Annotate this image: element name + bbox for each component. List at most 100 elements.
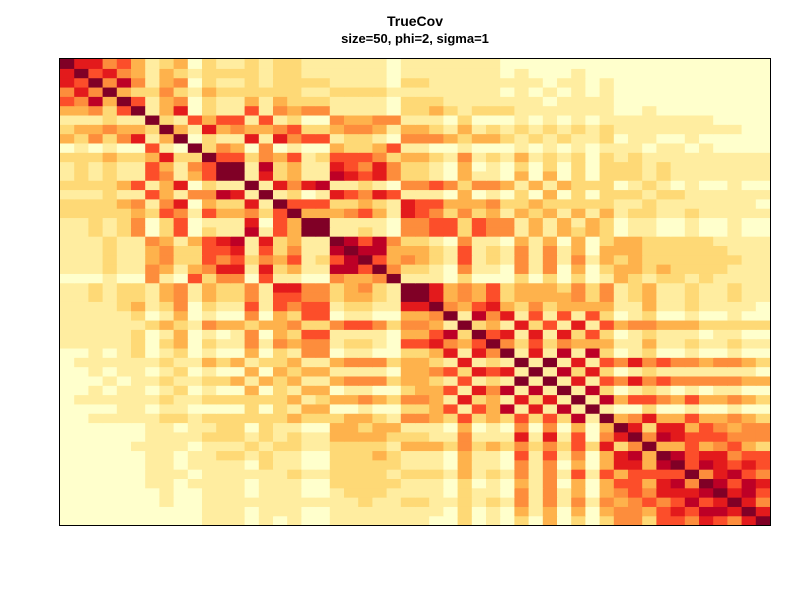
heatmap-cell [259, 124, 274, 134]
heatmap-cell [671, 162, 686, 172]
heatmap-cell [585, 236, 600, 246]
heatmap-cell [742, 506, 757, 516]
heatmap-cell [685, 217, 700, 227]
heatmap-cell [571, 432, 586, 442]
heatmap-cell [301, 339, 316, 349]
heatmap-cell [259, 357, 274, 367]
heatmap-cell [330, 311, 345, 321]
heatmap-cell [174, 413, 189, 423]
heatmap-cell [387, 357, 402, 367]
heatmap-cell [727, 329, 742, 339]
heatmap-cell [443, 255, 458, 265]
heatmap-cell [756, 395, 771, 405]
heatmap-cell [472, 395, 487, 405]
heatmap-cell [756, 189, 771, 199]
heatmap-cell [259, 255, 274, 265]
heatmap-cell [742, 189, 757, 199]
heatmap-cell [245, 516, 260, 526]
heatmap-cell [756, 143, 771, 153]
heatmap-cell [756, 488, 771, 498]
heatmap-cell [713, 273, 728, 283]
heatmap-cell [117, 516, 132, 526]
heatmap-cell [60, 488, 75, 498]
heatmap-cell [287, 348, 302, 358]
heatmap-cell [713, 348, 728, 358]
heatmap-cell [344, 152, 359, 162]
heatmap-cell [74, 441, 89, 451]
heatmap-cell [103, 255, 118, 265]
heatmap-cell [174, 460, 189, 470]
heatmap-cell [443, 357, 458, 367]
heatmap-cell [742, 422, 757, 432]
heatmap-cell [103, 292, 118, 302]
heatmap-cell [387, 189, 402, 199]
heatmap-cell [287, 162, 302, 172]
heatmap-cells [60, 59, 771, 526]
heatmap-cell [145, 320, 160, 330]
heatmap-cell [316, 450, 331, 460]
heatmap-cell [273, 385, 288, 395]
heatmap-cell [131, 106, 146, 116]
heatmap-cell [316, 227, 331, 237]
heatmap-cell [202, 506, 217, 516]
heatmap-cell [699, 171, 714, 181]
heatmap-cell [287, 339, 302, 349]
heatmap-cell [415, 450, 430, 460]
heatmap-cell [88, 497, 103, 507]
heatmap-cell [344, 199, 359, 209]
heatmap-cell [145, 516, 160, 526]
heatmap-cell [543, 264, 558, 274]
heatmap-cell [699, 376, 714, 386]
heatmap-cell [600, 78, 615, 88]
heatmap-cell [685, 171, 700, 181]
heatmap-cell [500, 357, 515, 367]
heatmap-cell [387, 339, 402, 349]
heatmap-cell [301, 162, 316, 172]
heatmap-cell [273, 59, 288, 69]
heatmap-cell [557, 506, 572, 516]
heatmap-cell [756, 516, 771, 526]
heatmap-cell [614, 87, 629, 97]
heatmap-cell [131, 478, 146, 488]
heatmap-cell [330, 432, 345, 442]
heatmap-cell [699, 227, 714, 237]
heatmap-cell [756, 460, 771, 470]
heatmap-cell [514, 432, 529, 442]
heatmap-cell [216, 432, 231, 442]
heatmap-cell [472, 357, 487, 367]
heatmap-cell [301, 329, 316, 339]
heatmap-cell [344, 497, 359, 507]
heatmap-cell [387, 488, 402, 498]
heatmap-cell [600, 506, 615, 516]
heatmap-cell [145, 96, 160, 106]
heatmap-cell [514, 348, 529, 358]
heatmap-cell [443, 68, 458, 78]
heatmap-cell [514, 292, 529, 302]
heatmap-cell [216, 339, 231, 349]
heatmap-cell [316, 460, 331, 470]
heatmap-cell [671, 376, 686, 386]
heatmap-cell [415, 68, 430, 78]
heatmap-cell [74, 273, 89, 283]
heatmap-cell [145, 367, 160, 377]
heatmap-cell [372, 488, 387, 498]
heatmap-cell [145, 162, 160, 172]
heatmap-cell [500, 162, 515, 172]
heatmap-cell [713, 59, 728, 69]
heatmap-cell [685, 283, 700, 293]
heatmap-cell [344, 217, 359, 227]
heatmap-cell [131, 134, 146, 144]
heatmap-cell [316, 357, 331, 367]
heatmap-cell [656, 301, 671, 311]
heatmap-cell [358, 180, 373, 190]
heatmap-cell [145, 180, 160, 190]
heatmap-cell [486, 404, 501, 414]
heatmap-cell [671, 395, 686, 405]
heatmap-cell [472, 376, 487, 386]
heatmap-cell [628, 376, 643, 386]
heatmap-cell [671, 385, 686, 395]
heatmap-cell [188, 488, 203, 498]
heatmap-cell [159, 283, 174, 293]
heatmap-cell [557, 385, 572, 395]
heatmap-cell [358, 115, 373, 125]
